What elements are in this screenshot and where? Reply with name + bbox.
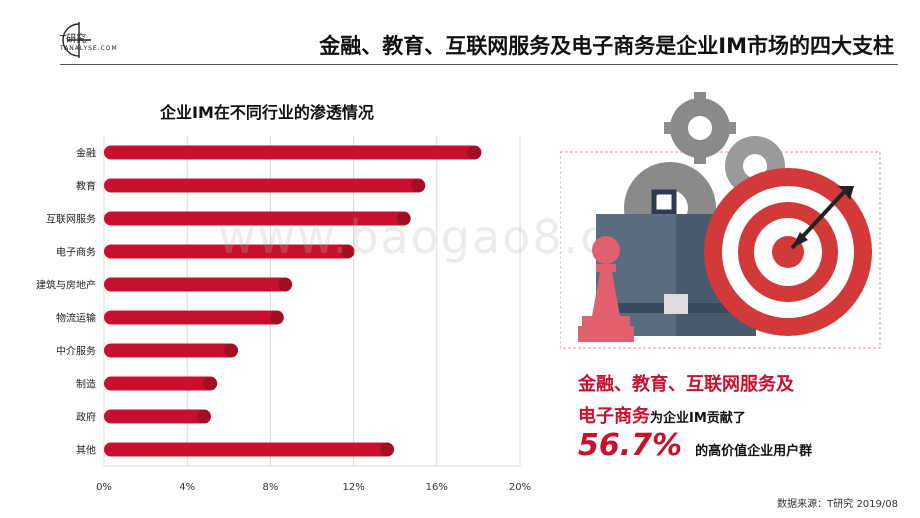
brand-name: T研究: [60, 34, 87, 45]
bar-chart: 0% 4% 8% 12% 16% 20% 金融教育互联网服务电子商务建筑与房地产物流运输中介…: [36, 136, 531, 490]
summary-callout: 金融、教育、互联网服务及 电子商务为企业IM贡献了 56.7% 的高价值企业用户…: [578, 370, 898, 463]
bar: [104, 376, 215, 391]
x-tick-label: 4%: [179, 482, 195, 490]
summary-text-3: 的高价值企业用户群: [695, 444, 813, 459]
bar-end-cap: [411, 178, 426, 193]
gear-icon: [664, 92, 736, 164]
bar-end-cap: [269, 310, 284, 325]
y-category-label: 制造: [76, 378, 96, 391]
x-tick-label: 20%: [509, 482, 531, 490]
bar-end-cap: [380, 442, 395, 457]
y-category-label: 中介服务: [56, 345, 96, 358]
callout-frame: [560, 151, 881, 349]
data-source: 数据来源：T研究 2019/08: [777, 499, 898, 510]
chart-title: 企业IM在不同行业的渗透情况: [160, 103, 374, 122]
brand-logo: [62, 22, 91, 58]
y-category-label: 建筑与房地产: [36, 279, 96, 292]
strategy-illustration: [560, 92, 881, 349]
bar: [104, 409, 208, 424]
bar-end-cap: [467, 145, 482, 160]
bar: [104, 310, 281, 325]
x-tick-label: 12%: [342, 482, 364, 490]
y-category-label: 电子商务: [56, 246, 96, 259]
summary-highlight-1: 金融、教育、互联网服务及: [578, 374, 794, 395]
y-category-label: 政府: [76, 411, 96, 424]
y-category-label: 其他: [76, 444, 96, 457]
bar-end-cap: [278, 277, 293, 292]
bar: [104, 244, 352, 259]
y-category-label: 教育: [76, 180, 96, 193]
x-tick-label: 8%: [262, 482, 278, 490]
bar-end-cap: [203, 376, 218, 391]
page-headline: 金融、教育、互联网服务及电子商务是企业IM市场的四大支柱: [319, 34, 894, 58]
x-tick-label: 16%: [426, 482, 448, 490]
header-divider: [60, 64, 898, 65]
summary-percent: 56.7%: [578, 428, 683, 463]
brand-tagline: TANALYSE.COM: [60, 45, 118, 52]
bar-end-cap: [340, 244, 355, 259]
summary-text-2: 为企业IM贡献了: [650, 411, 746, 426]
bar-end-cap: [197, 409, 211, 424]
bar-end-cap: [396, 211, 411, 226]
x-tick-label: 0%: [96, 482, 112, 490]
bar: [104, 178, 423, 193]
y-category-label: 互联网服务: [46, 213, 96, 226]
arrow-icon: [790, 186, 854, 250]
bar: [104, 211, 408, 226]
bar: [104, 343, 236, 358]
bar: [104, 442, 392, 457]
y-category-label: 金融: [76, 147, 96, 160]
bar: [104, 277, 290, 292]
y-category-label: 物流运输: [56, 312, 96, 325]
bar: [104, 145, 479, 160]
chess-pawn-icon: [578, 236, 634, 342]
bar-end-cap: [224, 343, 239, 358]
summary-highlight-2: 电子商务: [578, 406, 650, 427]
